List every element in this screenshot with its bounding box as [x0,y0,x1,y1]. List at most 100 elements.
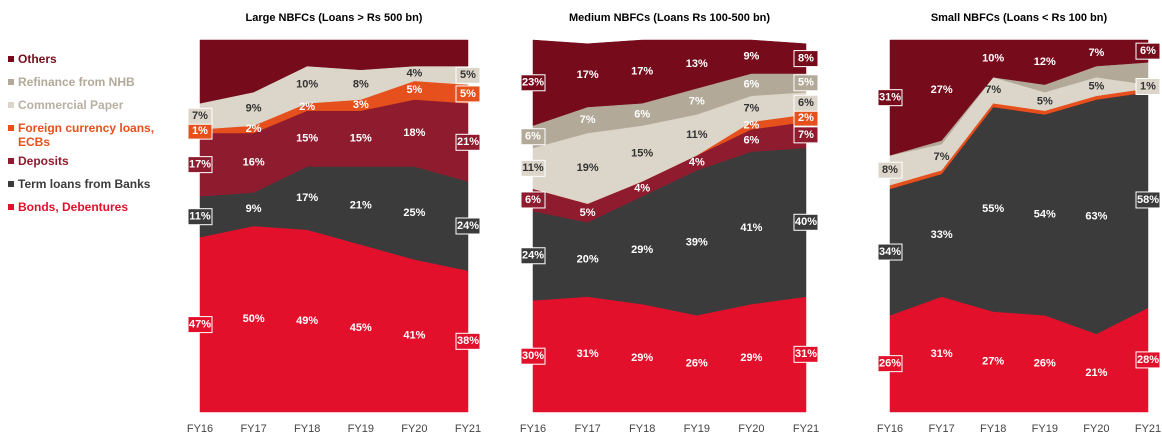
legend-item: Foreign currency loans, ECBs [8,121,173,149]
data-label: 21% [350,199,372,211]
label-box [187,107,213,125]
label-box [1135,42,1161,60]
x-tick-label: FY18 [294,423,320,435]
x-tick-label: FY17 [928,423,954,435]
label-box [455,133,481,151]
data-label: 2% [743,119,759,131]
x-tick-label: FY18 [980,423,1006,435]
data-label: 2% [798,112,814,124]
area [532,296,807,413]
data-label: 26% [686,358,708,370]
data-label: 26% [1034,358,1056,370]
data-label: 7% [689,95,705,107]
data-label: 6% [743,134,759,146]
data-label: 31% [795,348,817,360]
data-label: 7% [192,110,208,122]
data-label: 1% [1140,80,1156,92]
label-box [187,208,213,226]
data-label: 8% [353,79,369,91]
legend-item: Commercial Paper [8,98,173,116]
legend-swatch [8,102,14,108]
label-box [793,74,819,92]
label-box [1135,351,1161,369]
data-label: 5% [1088,80,1104,92]
data-label: 31% [577,348,599,360]
label-box [877,89,903,107]
data-label: 7% [985,84,1001,96]
data-label: 9% [743,51,759,63]
data-label: 18% [403,127,425,139]
data-label: 49% [296,315,318,327]
data-label: 4% [634,183,650,195]
legend-label: Commercial Paper [18,98,124,112]
data-label: 5% [406,84,422,96]
data-label: 4% [689,157,705,169]
data-label: 17% [577,69,599,81]
x-tick-label: FY16 [520,423,546,435]
data-label: 8% [882,164,898,176]
data-label: 26% [879,358,901,370]
label-box [187,316,213,334]
data-label: 28% [1137,354,1159,366]
x-tick-label: FY19 [348,423,374,435]
legend-swatch [8,125,14,131]
data-label: 50% [243,313,265,325]
x-tick-label: FY19 [684,423,710,435]
data-label: 7% [1088,47,1104,59]
data-label: 34% [879,246,901,258]
label-box [455,332,481,350]
data-label: 7% [580,114,596,126]
x-tick-label: FY16 [187,423,213,435]
legend-label: Refinance from NHB [18,75,135,89]
data-label: 7% [798,129,814,141]
label-box [793,345,819,363]
label-box [520,74,546,92]
legend-swatch [8,204,14,210]
label-box [877,355,903,373]
data-label: 63% [1085,211,1107,223]
chart-title: Large NBFCs (Loans > Rs 500 bn) [246,12,423,24]
label-box [793,126,819,144]
data-label: 58% [1137,194,1159,206]
x-tick-label: FY16 [877,423,903,435]
x-tick-label: FY21 [1135,423,1161,435]
legend-label: Foreign currency loans, ECBs [18,121,155,149]
data-label: 10% [296,79,318,91]
data-label: 6% [1140,45,1156,57]
data-label: 2% [299,101,315,113]
legend-swatch [8,158,14,164]
label-box [455,217,481,235]
label-box [455,85,481,103]
label-box [520,159,546,177]
data-label: 3% [353,99,369,111]
data-label: 9% [246,103,262,115]
data-label: 15% [296,132,318,144]
data-label: 41% [740,222,762,234]
data-label: 33% [931,229,953,241]
data-label: 31% [879,92,901,104]
data-label: 17% [296,192,318,204]
x-tick-label: FY20 [738,423,764,435]
data-label: 5% [1037,95,1053,107]
data-label: 16% [243,157,265,169]
data-label: 21% [457,136,479,148]
data-label: 23% [522,77,544,89]
data-label: 11% [522,162,544,174]
data-label: 13% [686,58,708,70]
label-box [1135,78,1161,95]
data-label: 29% [740,352,762,364]
data-label: 38% [457,335,479,347]
label-box [520,191,546,209]
x-tick-label: FY20 [401,423,427,435]
legend-item: Deposits [8,154,173,172]
data-label: 6% [525,194,541,206]
legend-label: Term loans from Banks [18,177,151,191]
label-box [1135,191,1161,209]
legend-swatch [8,79,14,85]
data-label: 30% [522,350,544,362]
data-label: 6% [743,79,759,91]
data-label: 5% [460,69,476,81]
data-label: 31% [931,348,953,360]
legend-item: Refinance from NHB [8,75,173,93]
